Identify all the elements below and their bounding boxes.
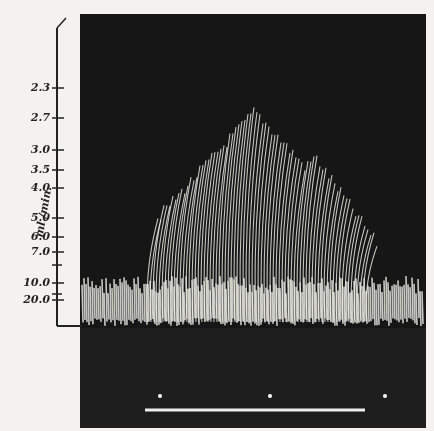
axis-tip xyxy=(57,18,66,28)
tick-label: 2.7 xyxy=(30,111,50,124)
time-dot xyxy=(268,394,272,398)
trace-panel xyxy=(80,14,426,328)
figure: 2.32.73.03.54.05.06.07.010.020.0 ml./min… xyxy=(0,0,434,431)
tick-label: 2.3 xyxy=(30,81,50,94)
time-dot xyxy=(158,394,162,398)
time-dot xyxy=(383,394,387,398)
tick-label: 10.0 xyxy=(23,276,50,289)
tick-label: 7.0 xyxy=(31,245,50,258)
tick-label: 3.0 xyxy=(31,143,50,156)
marker-panel xyxy=(80,328,426,428)
tick-label: 3.5 xyxy=(31,163,50,176)
tick-label: 20.0 xyxy=(22,293,50,306)
